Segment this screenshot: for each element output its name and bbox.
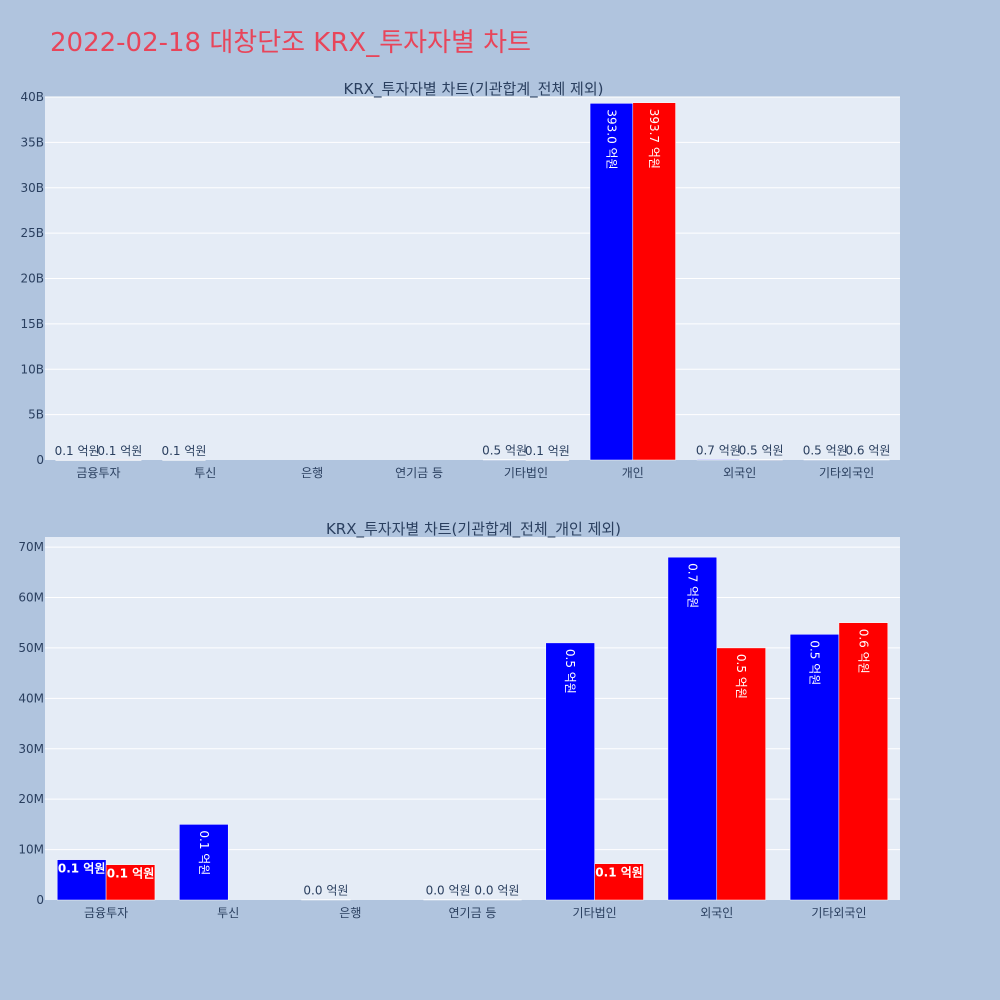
chart1-y-tick-label: 40B xyxy=(20,90,44,104)
chart2-title: KRX_투자자별 차트(기관합계_전체_개인 제외) xyxy=(326,520,621,539)
chart2-bar xyxy=(56,859,107,901)
chart1-bar xyxy=(55,459,99,461)
chart1-bar xyxy=(525,459,569,461)
chart2-bar xyxy=(594,863,644,901)
chart2-data-label: 0.1 억원 xyxy=(107,867,155,881)
chart1-data-label: 0.5 억원 xyxy=(803,444,848,458)
chart2-plot-area xyxy=(45,537,900,900)
chart1-bar xyxy=(98,459,142,461)
chart2-bar xyxy=(716,647,766,901)
chart1-data-label: 393.7 억원 xyxy=(647,109,661,169)
chart1-y-tick-label: 0 xyxy=(36,453,44,467)
chart1-data-label: 0.1 억원 xyxy=(161,444,206,458)
chart2-y-tick-label: 50M xyxy=(18,641,44,655)
chart2-x-tick-label: 투신 xyxy=(217,906,239,920)
chart1-bar xyxy=(696,459,740,461)
chart2-data-label: 0.0 억원 xyxy=(303,883,348,897)
chart2-bar xyxy=(105,864,156,901)
chart1-data-label: 0.1 억원 xyxy=(525,444,570,458)
chart1-data-label: 0.1 억원 xyxy=(97,444,142,458)
chart1-y-tick-label: 30B xyxy=(20,181,44,195)
chart1-y-tick-label: 25B xyxy=(20,226,44,240)
chart2-bar xyxy=(423,899,473,901)
chart1-data-label: 0.6 억원 xyxy=(845,444,890,458)
chart1-x-tick-label: 기타법인 xyxy=(504,466,548,480)
chart2-x-tick-label: 연기금 등 xyxy=(449,906,497,920)
chart1-bar xyxy=(803,459,847,461)
chart1-bar xyxy=(739,459,783,461)
chart1-x-tick-label: 은행 xyxy=(301,465,323,480)
chart2-y-tick-label: 10M xyxy=(18,843,44,857)
chart1-data-label: 0.5 억원 xyxy=(739,444,784,458)
chart1-data-label: 0.1 억원 xyxy=(55,444,100,458)
chart1-x-tick-label: 기타외국인 xyxy=(819,466,874,480)
chart2-data-label: 0.1 억원 xyxy=(197,830,211,875)
chart1-data-label: 393.0 억원 xyxy=(604,109,618,169)
chart1-data-label: 0.7 억원 xyxy=(696,443,741,457)
chart2-x-tick-label: 기타법인 xyxy=(573,906,617,920)
chart2-bar xyxy=(838,622,889,901)
chart1-data-label: 0.5 억원 xyxy=(482,444,527,458)
chart2-x-tick-label: 기타외국인 xyxy=(811,906,866,920)
chart2-y-tick-label: 20M xyxy=(18,792,44,806)
chart1-y-tick-label: 10B xyxy=(20,362,44,376)
chart1-y-tick-label: 20B xyxy=(20,272,44,286)
chart2-y-tick-label: 0 xyxy=(36,893,44,907)
chart2-data-label: 0.6 억원 xyxy=(856,629,870,674)
chart1-x-tick-label: 금융투자 xyxy=(76,466,120,480)
chart1-x-tick-label: 연기금 등 xyxy=(395,466,443,480)
chart2-data-label: 0.1 억원 xyxy=(58,862,106,876)
chart1-title: KRX_투자자별 차트(기관합계_전체 제외) xyxy=(344,80,604,99)
chart1-x-tick-label: 개인 xyxy=(622,466,644,480)
chart2-bar xyxy=(545,642,595,901)
chart2-data-label: 0.5 억원 xyxy=(734,654,748,699)
chart2-data-label: 0.1 억원 xyxy=(595,866,643,880)
chart2-y-tick-label: 30M xyxy=(18,742,44,756)
chart1-y-tick-label: 15B xyxy=(20,317,44,331)
chart1-x-tick-label: 투신 xyxy=(194,466,216,480)
chart1-bar xyxy=(482,459,527,461)
chart2-bar xyxy=(667,556,718,901)
chart2-bar xyxy=(179,824,229,901)
chart2-data-label: 0.0 억원 xyxy=(474,883,519,897)
chart1-y-tick-label: 35B xyxy=(20,135,44,149)
chart2-data-label: 0.5 억원 xyxy=(808,640,822,685)
chart1-bar xyxy=(846,459,890,461)
chart2-x-tick-label: 은행 xyxy=(339,905,361,920)
chart2-bar xyxy=(789,634,840,901)
chart2-data-label: 0.5 억원 xyxy=(563,649,577,694)
chart2-bar xyxy=(301,899,351,901)
chart2-bar xyxy=(472,899,522,901)
chart2-data-label: 0.0 억원 xyxy=(426,883,471,897)
page-title: 2022-02-18 대창단조 KRX_투자자별 차트 xyxy=(50,28,532,58)
chart1-bar xyxy=(162,459,206,461)
chart2-y-tick-label: 60M xyxy=(18,591,44,605)
chart1-bar xyxy=(632,102,676,461)
chart2-y-tick-label: 40M xyxy=(18,691,44,705)
chart1-x-tick-label: 외국인 xyxy=(723,466,756,480)
chart2-x-tick-label: 외국인 xyxy=(700,906,733,920)
chart2-x-tick-label: 금융투자 xyxy=(84,906,128,920)
chart2-y-tick-label: 70M xyxy=(18,540,44,554)
chart2-data-label: 0.7 억원 xyxy=(685,563,699,608)
chart1-y-tick-label: 5B xyxy=(28,408,44,422)
